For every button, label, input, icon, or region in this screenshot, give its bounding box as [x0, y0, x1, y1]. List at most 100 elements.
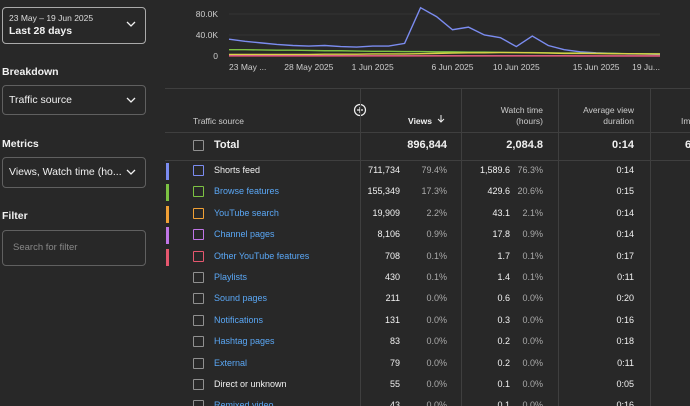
column-header: Traffic source — [193, 116, 244, 126]
section-label: Filter — [2, 210, 28, 222]
total-views: 896,844 — [350, 139, 447, 151]
total-watch-time: 2,084.8 — [460, 139, 543, 151]
percentage: 0.0% — [505, 315, 543, 325]
y-tick-label: 80.0K — [196, 9, 219, 19]
source-link[interactable]: Notifications — [214, 315, 263, 325]
table-border — [650, 88, 651, 406]
percentage: 0.0% — [405, 358, 447, 368]
metric-value: 43 — [330, 400, 400, 406]
source-link[interactable]: YouTube search — [214, 208, 279, 218]
column-header[interactable]: Average view duration — [568, 105, 634, 127]
checkbox[interactable] — [193, 293, 204, 304]
series-color-strip — [166, 249, 169, 266]
metric-value: 0:11 — [580, 272, 634, 282]
series-color-strip — [166, 227, 169, 244]
checkbox[interactable] — [193, 358, 204, 369]
metric-value: 0:15 — [580, 186, 634, 196]
series-line — [229, 53, 660, 55]
percentage: 0.0% — [505, 379, 543, 389]
percentage: 17.3% — [405, 186, 447, 196]
metric-value: 708 — [330, 251, 400, 261]
percentage: 0.1% — [405, 272, 447, 282]
percentage: 0.0% — [405, 336, 447, 346]
checkbox[interactable] — [193, 400, 204, 406]
checkbox[interactable] — [193, 379, 204, 390]
source-link[interactable]: Other YouTube features — [214, 251, 309, 261]
checkbox[interactable] — [193, 186, 204, 197]
metric-value: 211 — [330, 293, 400, 303]
metric-value: 711,734 — [330, 165, 400, 175]
metric-value: 131 — [330, 315, 400, 325]
total-duration: 0:14 — [580, 139, 634, 151]
table-border — [165, 88, 690, 89]
section-label: Metrics — [2, 138, 39, 150]
x-tick-label: 19 Ju... — [632, 62, 660, 72]
source-link[interactable]: Sound pages — [214, 293, 267, 303]
table-border — [558, 88, 559, 406]
checkbox[interactable] — [193, 272, 204, 283]
checkbox[interactable] — [193, 336, 204, 347]
percentage: 20.6% — [505, 186, 543, 196]
series-color-strip — [166, 184, 169, 201]
metric-value: 0:18 — [580, 336, 634, 346]
source-link[interactable]: Browse features — [214, 186, 279, 196]
metric-value: 0:16 — [580, 400, 634, 406]
metric-value: 8,106 — [330, 229, 400, 239]
metric-value: 0.1 — [450, 400, 510, 406]
x-tick-label: 1 Jun 2025 — [352, 62, 394, 72]
y-tick-label: 0 — [213, 51, 218, 61]
metric-value: 429.6 — [450, 186, 510, 196]
column-header[interactable]: Im — [681, 116, 690, 126]
source-link[interactable]: Channel pages — [214, 229, 275, 239]
percentage: 0.0% — [505, 400, 543, 406]
metric-value: 0:11 — [580, 358, 634, 368]
source-link[interactable]: External — [214, 358, 247, 368]
sort-arrow — [438, 115, 444, 122]
source-link[interactable]: Remixed video — [214, 400, 274, 406]
metric-value: 430 — [330, 272, 400, 282]
metric-value: 79 — [330, 358, 400, 368]
metric-value: 1.7 — [450, 251, 510, 261]
checkbox[interactable] — [193, 140, 204, 151]
metric-value: 0:14 — [580, 229, 634, 239]
metric-value: 0.6 — [450, 293, 510, 303]
source-name: Shorts feed — [214, 165, 260, 175]
metric-value: 155,349 — [330, 186, 400, 196]
metric-value: 1.4 — [450, 272, 510, 282]
percentage: 0.1% — [505, 251, 543, 261]
percentage: 0.1% — [505, 272, 543, 282]
percentage: 0.0% — [405, 315, 447, 325]
percentage: 0.0% — [505, 358, 543, 368]
metrics-value: Views, Watch time (ho... — [9, 166, 122, 178]
metric-value: 43.1 — [450, 208, 510, 218]
source-link[interactable]: Playlists — [214, 272, 247, 282]
metric-value: 17.8 — [450, 229, 510, 239]
source-link[interactable]: Hashtag pages — [214, 336, 275, 346]
source-name: Direct or unknown — [214, 379, 287, 389]
percentage: 0.1% — [405, 251, 447, 261]
percentage: 0.0% — [505, 293, 543, 303]
series-color-strip — [166, 163, 169, 180]
table-border — [165, 160, 690, 161]
checkbox[interactable] — [193, 165, 204, 176]
percentage: 2.1% — [505, 208, 543, 218]
percentage: 0.0% — [405, 293, 447, 303]
metric-value: 0:16 — [580, 315, 634, 325]
percentage: 0.0% — [405, 400, 447, 406]
percentage: 76.3% — [505, 165, 543, 175]
column-header[interactable]: Watch time (hours) — [478, 105, 543, 127]
percentage: 79.4% — [405, 165, 447, 175]
percentage: 0.0% — [405, 379, 447, 389]
breakdown-value: Traffic source — [9, 94, 72, 106]
percentage: 0.9% — [505, 229, 543, 239]
filter-placeholder: Search for filter — [13, 242, 77, 253]
metric-value: 19,909 — [330, 208, 400, 218]
checkbox[interactable] — [193, 251, 204, 262]
metric-value: 0:17 — [580, 251, 634, 261]
checkbox[interactable] — [193, 208, 204, 219]
checkbox[interactable] — [193, 229, 204, 240]
percentage: 0.0% — [505, 336, 543, 346]
checkbox[interactable] — [193, 315, 204, 326]
column-header[interactable]: Views — [380, 116, 432, 126]
